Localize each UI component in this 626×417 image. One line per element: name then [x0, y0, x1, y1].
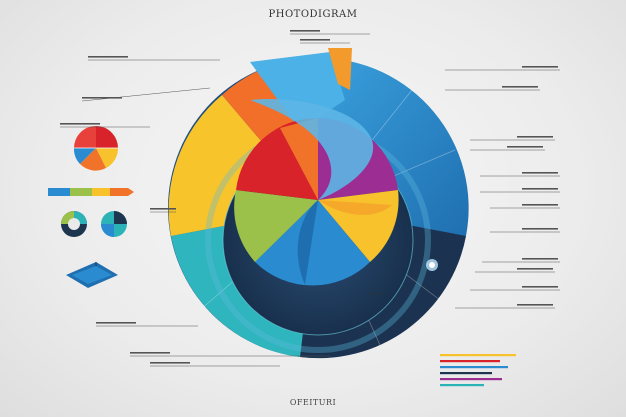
main-donut-chart: TOSNAD [168, 48, 469, 359]
callout-text-placeholder [522, 204, 558, 206]
callout-text-placeholder [130, 352, 170, 354]
diamond-graphic [66, 262, 118, 288]
footer-title: OFEITURI [289, 398, 337, 407]
callout-text-placeholder [82, 97, 122, 99]
callout-text-placeholder [517, 304, 553, 306]
callout-text-placeholder [88, 56, 128, 58]
inner-pie [234, 99, 399, 286]
callout-text-placeholder [522, 66, 558, 68]
callout-line [81, 87, 211, 102]
callout-text-placeholder [517, 268, 553, 270]
callout-text-placeholder [96, 322, 136, 324]
color-legend-bar [48, 188, 134, 196]
center-spike [297, 200, 318, 285]
callout-text-placeholder [300, 39, 330, 41]
center-label: TOSNAD [367, 292, 383, 296]
inner-slice-blue [255, 200, 370, 286]
swirl-band [250, 99, 374, 200]
callout-text-placeholder [522, 172, 558, 174]
callout-text-placeholder [502, 86, 538, 88]
right-bar-legend [440, 354, 516, 387]
mini-donut-2 [101, 211, 127, 237]
callout-text-placeholder [290, 30, 320, 32]
inner-slice-orange [280, 118, 318, 200]
mini-pie-chart [73, 126, 119, 171]
left-widgets [48, 126, 134, 288]
page-title: PHOTODIGRAM [268, 9, 358, 20]
callout-text-placeholder [60, 123, 100, 125]
callout-text-placeholder [522, 228, 558, 230]
callout-text-placeholder [522, 286, 558, 288]
callout-text-placeholder [522, 188, 558, 190]
callout-text-placeholder [522, 258, 558, 260]
callout-text-placeholder [517, 136, 553, 138]
callout-text-placeholder [507, 146, 543, 148]
inner-slice-green [234, 190, 318, 262]
callout-text-placeholder [150, 208, 176, 210]
mini-donut-1 [61, 211, 87, 237]
segment-orange-small [328, 48, 352, 90]
callout-text-placeholder [150, 362, 190, 364]
